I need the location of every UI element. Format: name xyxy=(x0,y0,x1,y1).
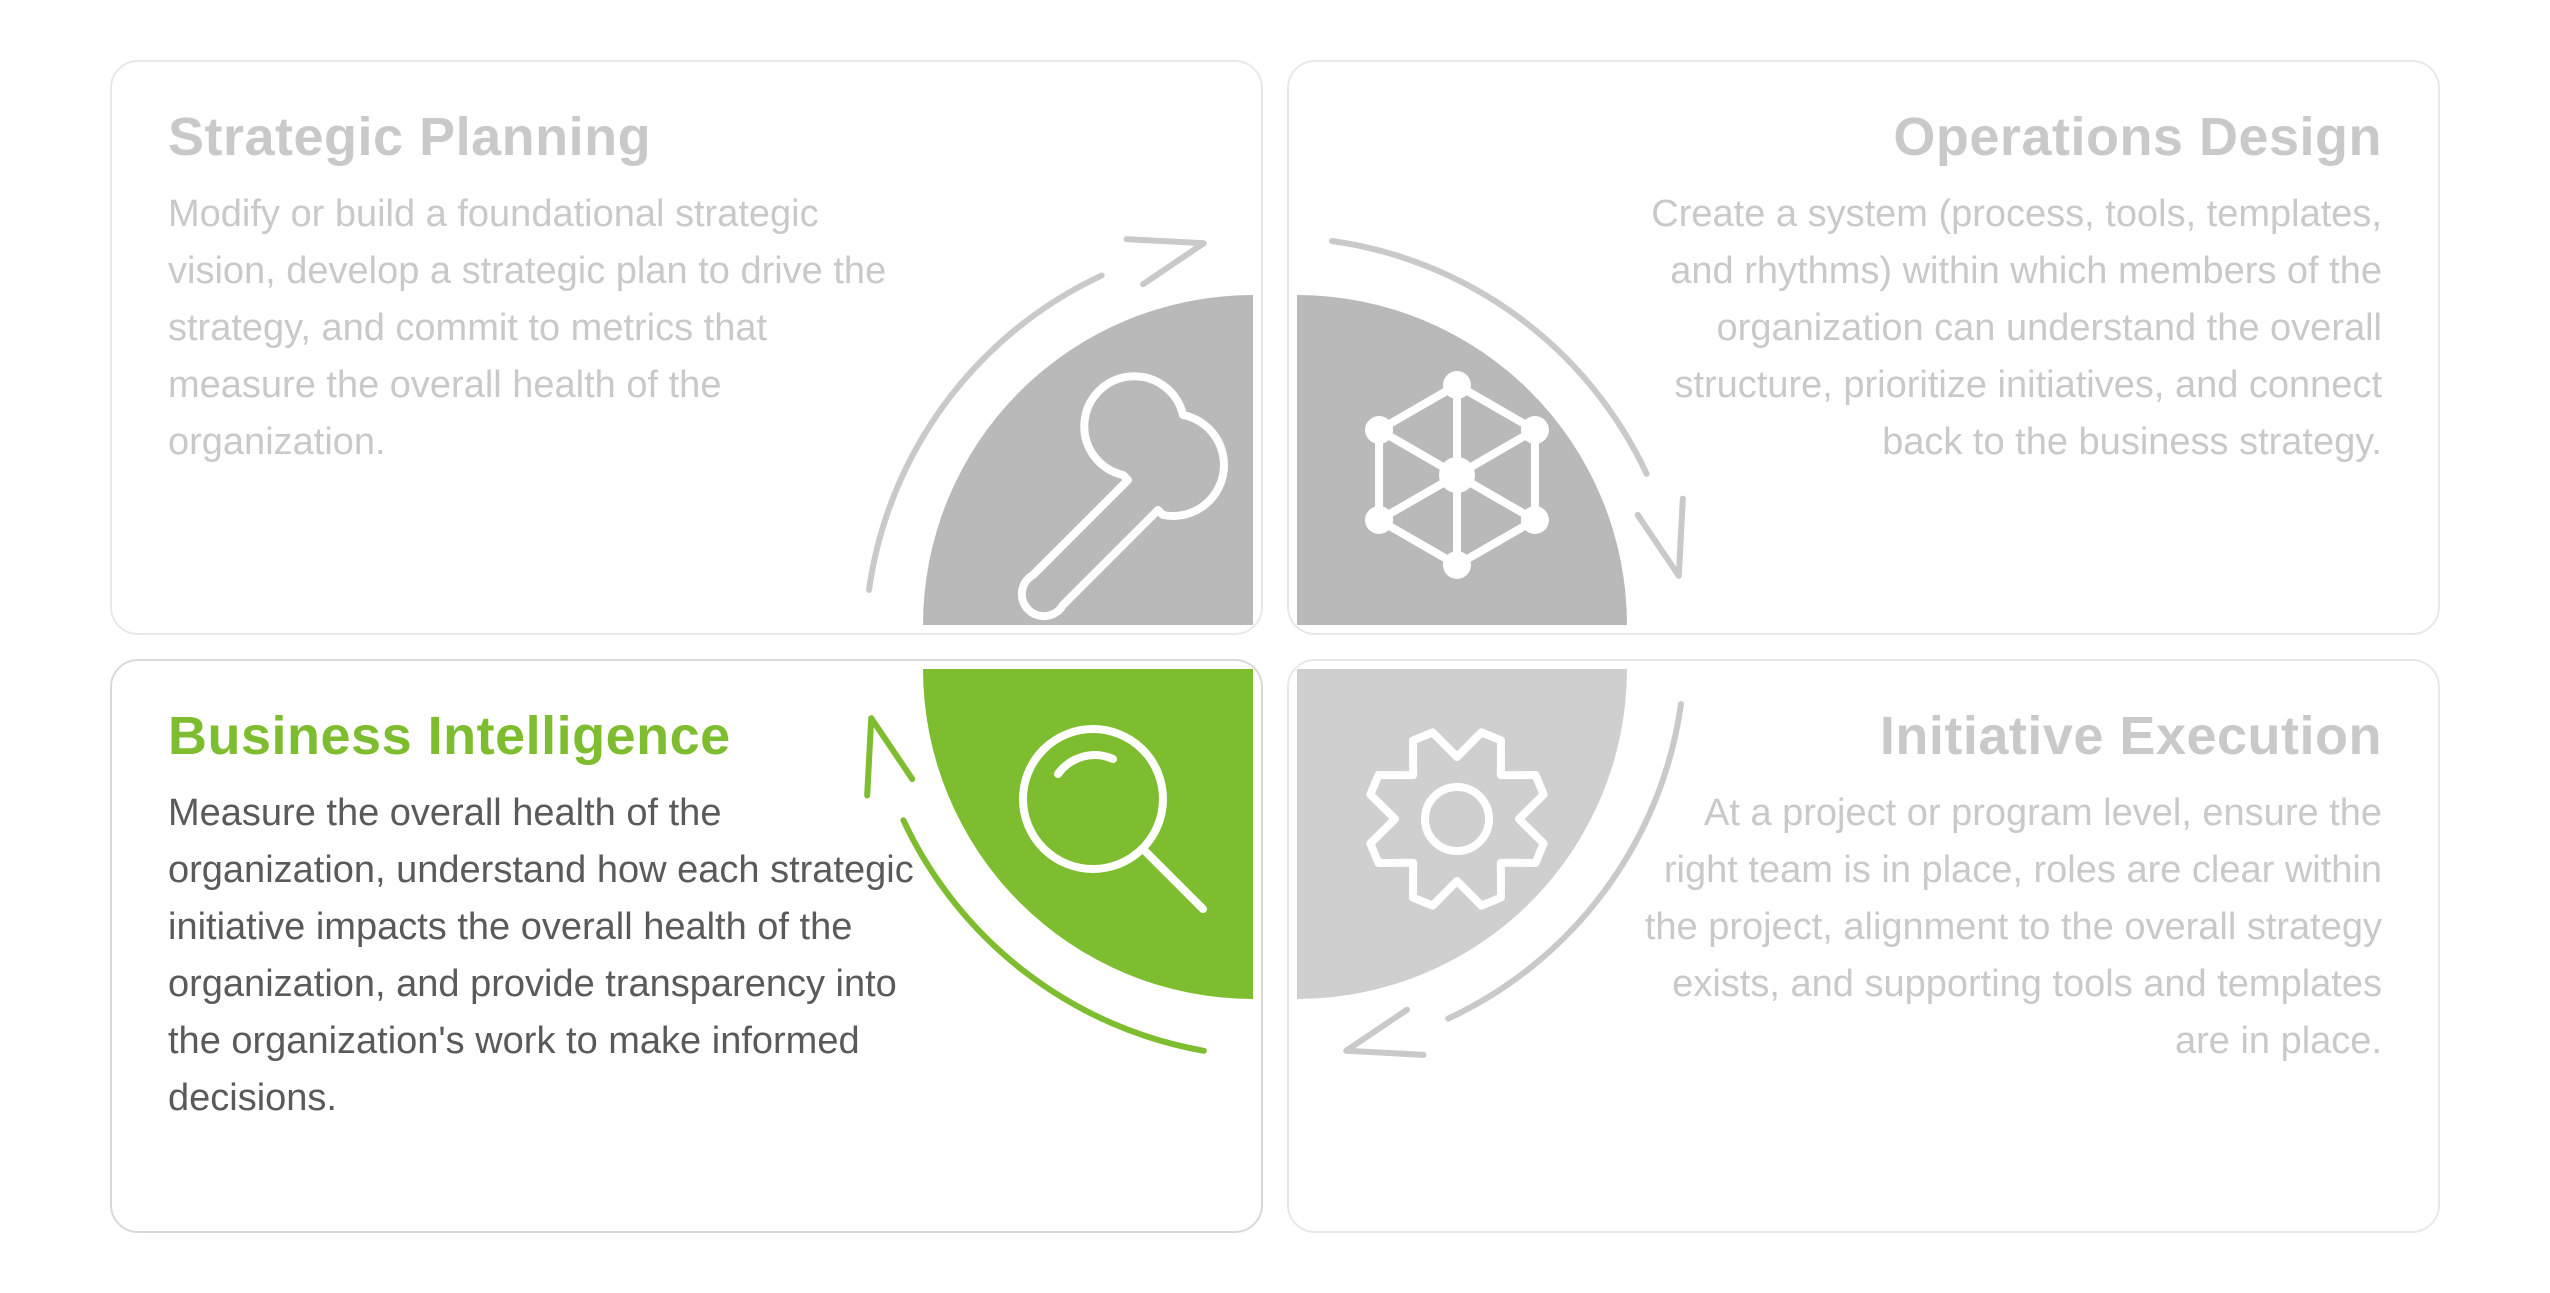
quadrant-operations-design: Operations Design Create a system (proce… xyxy=(1287,60,2440,635)
quadrant-body: Measure the overall health of the organi… xyxy=(168,785,915,1127)
quadrant-title: Strategic Planning xyxy=(168,106,651,168)
quadrant-infographic: Strategic Planning Modify or build a fou… xyxy=(0,0,2550,1293)
quadrant-initiative-execution: Initiative Execution At a project or pro… xyxy=(1287,659,2440,1234)
quadrant-body: Modify or build a foundational strategic… xyxy=(168,186,915,471)
quadrant-body: At a project or program level, ensure th… xyxy=(1635,785,2382,1070)
quadrant-title: Business Intelligence xyxy=(168,705,731,767)
quadrant-grid: Strategic Planning Modify or build a fou… xyxy=(0,0,2550,1293)
quadrant-body: Create a system (process, tools, templat… xyxy=(1635,186,2382,471)
quadrant-strategic-planning: Strategic Planning Modify or build a fou… xyxy=(110,60,1263,635)
quadrant-business-intelligence: Business Intelligence Measure the overal… xyxy=(110,659,1263,1234)
quadrant-title: Initiative Execution xyxy=(1880,705,2382,767)
quadrant-title: Operations Design xyxy=(1893,106,2382,168)
